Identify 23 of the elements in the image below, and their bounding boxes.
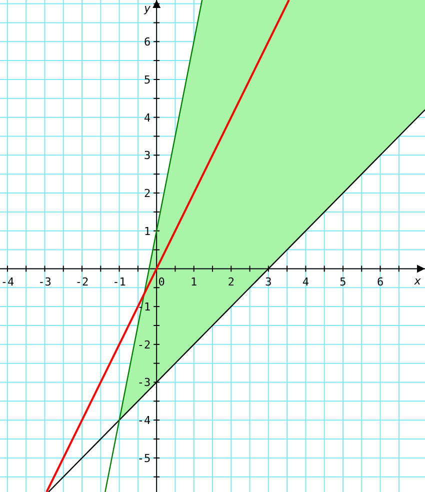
y-tick-label: -5 xyxy=(137,452,151,465)
x-tick-label: -4 xyxy=(0,276,14,289)
x-tick-label: -2 xyxy=(75,276,89,289)
y-tick-label: 6 xyxy=(144,36,151,49)
x-tick-label: 4 xyxy=(302,276,310,289)
y-tick-label: 1 xyxy=(144,224,151,238)
y-tick-label: 2 xyxy=(144,187,151,200)
y-tick-label: -2 xyxy=(137,338,151,352)
x-axis-title: x xyxy=(413,274,422,288)
y-tick-label: -4 xyxy=(137,414,151,428)
x-tick-label: 0 xyxy=(158,276,165,289)
x-tick-label: 3 xyxy=(265,276,272,289)
x-tick-label: 6 xyxy=(376,276,384,289)
x-tick-label: 2 xyxy=(228,276,234,289)
x-tick-label: 5 xyxy=(340,276,346,289)
y-tick-label: 4 xyxy=(144,111,151,124)
y-tick-label: 5 xyxy=(144,73,151,86)
y-axis-title: y xyxy=(142,2,151,15)
x-tick-label: -3 xyxy=(38,276,52,289)
y-tick-label: -3 xyxy=(137,376,151,390)
x-tick-label: -1 xyxy=(112,276,126,289)
x-tick-label: 1 xyxy=(190,276,198,289)
y-tick-label: 3 xyxy=(144,149,151,162)
